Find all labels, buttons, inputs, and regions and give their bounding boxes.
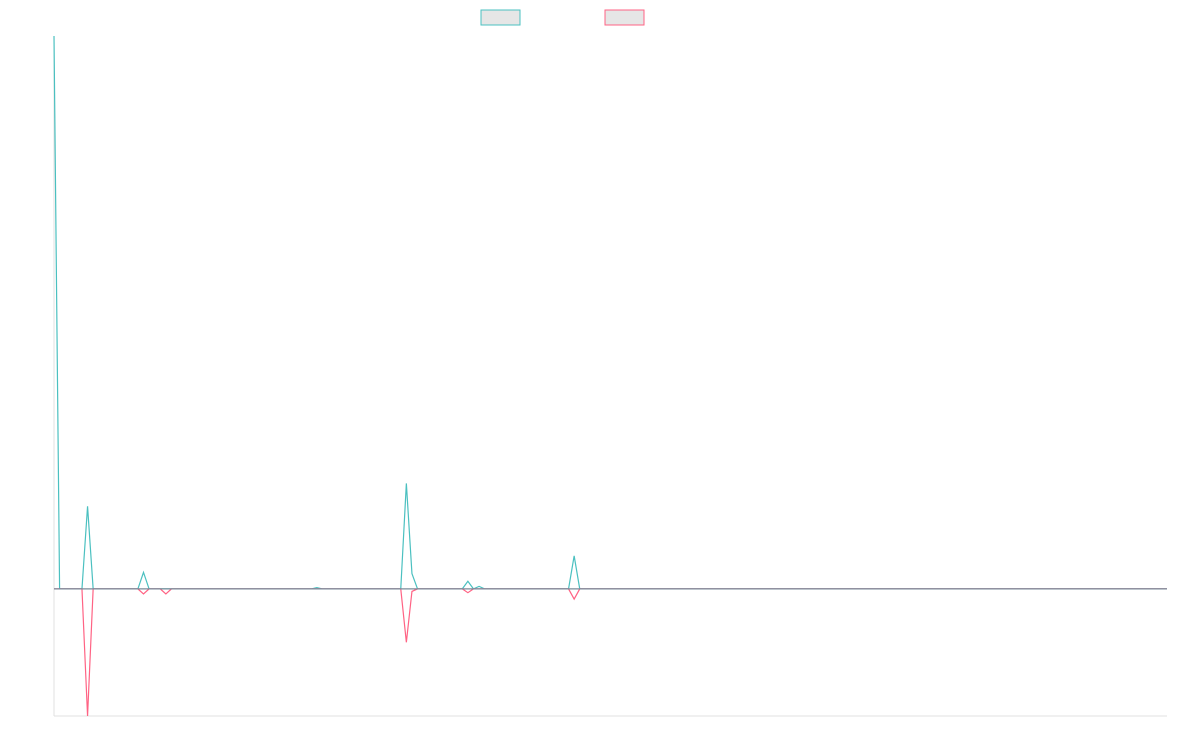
legend-swatch-2[interactable]	[604, 9, 645, 26]
axes	[53, 36, 1167, 717]
series-layer	[53, 35, 1167, 717]
series-line-2	[54, 588, 1167, 717]
series-line-1	[53, 35, 1167, 590]
legend-swatch-1[interactable]	[480, 9, 521, 26]
legend	[480, 9, 645, 26]
